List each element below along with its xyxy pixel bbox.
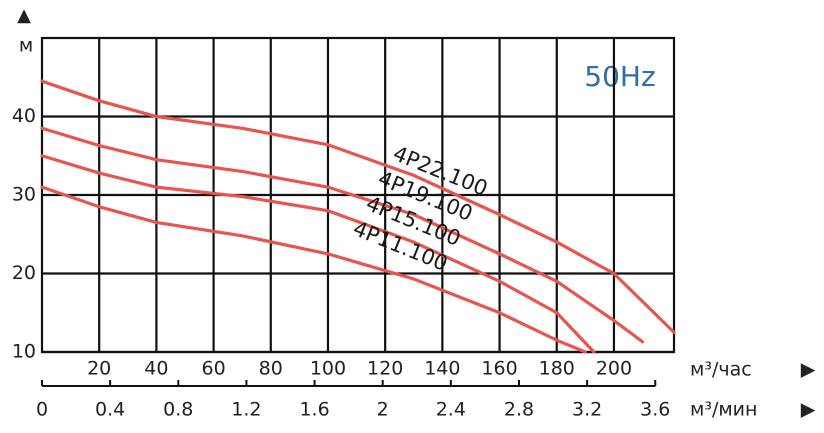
x-tick-label: 120 bbox=[367, 358, 403, 380]
x-tick-label: 20 bbox=[87, 358, 111, 380]
curve bbox=[40, 154, 596, 354]
y-tick-label: 20 bbox=[12, 262, 36, 284]
y-tick-label: 10 bbox=[12, 341, 36, 363]
x2-tick-label: 2 bbox=[377, 399, 389, 421]
y-axis-label: м bbox=[19, 35, 33, 57]
annotation: 50Hz bbox=[584, 60, 655, 93]
x-tick-label: 160 bbox=[481, 358, 517, 380]
y-tick-label: 40 bbox=[12, 105, 36, 127]
x-tick-label: 180 bbox=[539, 358, 575, 380]
curve bbox=[40, 79, 676, 334]
x2-tick-label: 0 bbox=[36, 399, 48, 421]
x-tick-label: 140 bbox=[424, 358, 460, 380]
x2-tick-label: 1.6 bbox=[299, 399, 329, 421]
x2-arrow: ▶ bbox=[801, 399, 816, 421]
x-tick-label: 100 bbox=[310, 358, 346, 380]
x2-tick-label: 1.2 bbox=[231, 399, 261, 421]
x-tick-label: 200 bbox=[596, 358, 632, 380]
x2-tick-label: 2.8 bbox=[504, 399, 534, 421]
x-arrow: ▶ bbox=[801, 359, 816, 381]
x2-tick-label: 0.8 bbox=[163, 399, 193, 421]
x-tick-label: 40 bbox=[144, 358, 168, 380]
x2-tick-label: 0.4 bbox=[95, 399, 125, 421]
y-tick-label: 30 bbox=[12, 184, 36, 206]
x2-tick-label: 2.4 bbox=[436, 399, 466, 421]
curve bbox=[40, 185, 587, 354]
x-axis-label: м³/час bbox=[690, 359, 752, 381]
y-arrow: ▲ bbox=[17, 5, 31, 26]
x2-tick-label: 3.2 bbox=[572, 399, 602, 421]
curve bbox=[40, 126, 645, 344]
x2-axis-label: м³/мин bbox=[690, 399, 757, 421]
x-tick-label: 80 bbox=[259, 358, 283, 380]
x-tick-label: 60 bbox=[201, 358, 225, 380]
x2-tick-label: 3.6 bbox=[640, 399, 670, 421]
